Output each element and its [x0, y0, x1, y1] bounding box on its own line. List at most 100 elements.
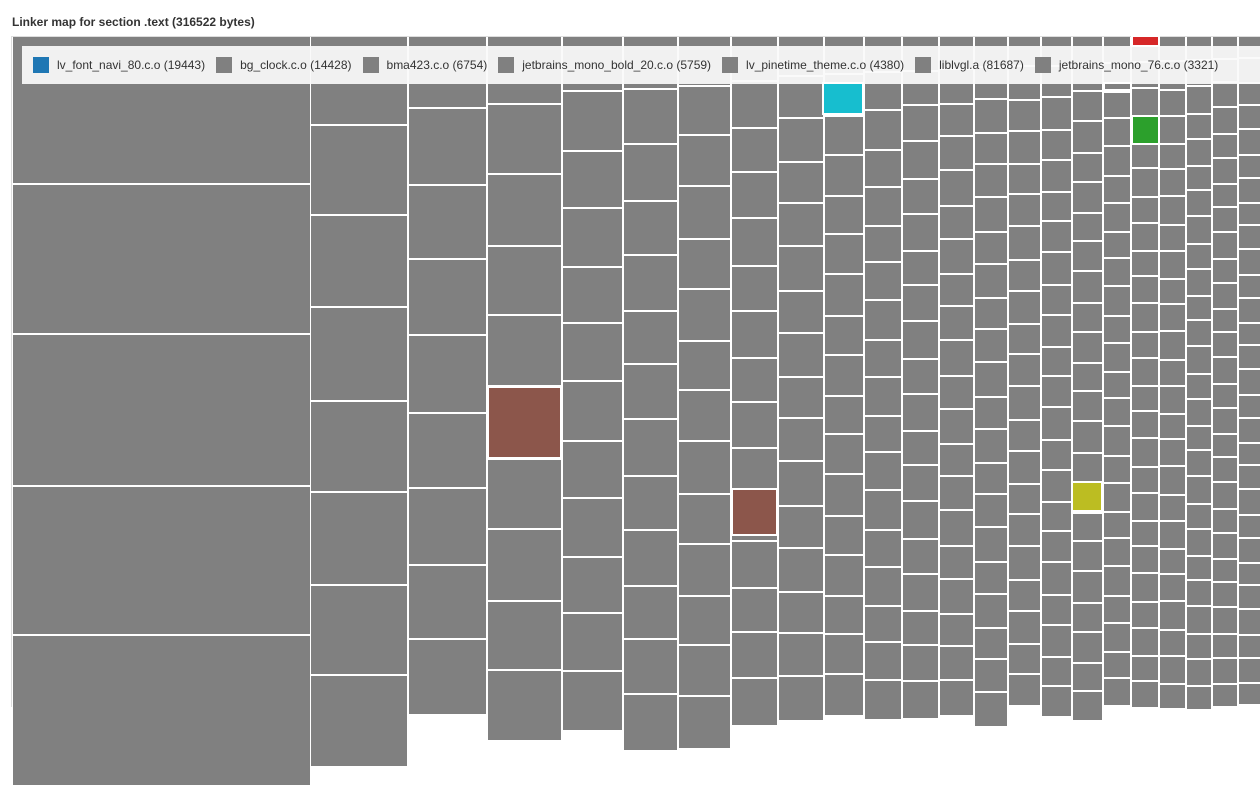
treemap-cell[interactable]: [1042, 222, 1071, 251]
treemap-cell[interactable]: [1009, 612, 1040, 643]
treemap-cell[interactable]: [825, 675, 863, 715]
treemap-cell[interactable]: [1042, 98, 1071, 129]
treemap-cell[interactable]: [865, 453, 901, 489]
treemap-cell[interactable]: [1073, 633, 1102, 662]
treemap-cell[interactable]: [903, 395, 938, 430]
treemap-cell-highlighted[interactable]: [487, 386, 562, 459]
treemap-cell[interactable]: [1104, 597, 1130, 622]
treemap-cell[interactable]: [779, 247, 823, 290]
treemap-cell[interactable]: [940, 511, 973, 545]
treemap-cell[interactable]: [1187, 400, 1211, 425]
treemap-cell[interactable]: [1187, 375, 1211, 398]
treemap-cell[interactable]: [940, 105, 973, 135]
treemap-cell[interactable]: [1239, 586, 1260, 608]
treemap-cell[interactable]: [903, 360, 938, 393]
treemap[interactable]: [11, 35, 1260, 785]
treemap-cell[interactable]: [825, 356, 863, 395]
treemap-cell[interactable]: [1042, 316, 1071, 346]
treemap-cell[interactable]: [679, 442, 730, 493]
treemap-cell[interactable]: [1132, 657, 1158, 680]
treemap-cell[interactable]: [409, 640, 486, 714]
treemap-cell[interactable]: [488, 105, 561, 173]
treemap-cell[interactable]: [865, 188, 901, 225]
treemap-cell[interactable]: [1073, 154, 1102, 181]
treemap-cell[interactable]: [1132, 198, 1158, 222]
treemap-cell[interactable]: [1104, 287, 1130, 315]
treemap-cell[interactable]: [825, 235, 863, 273]
treemap-cell[interactable]: [1104, 317, 1130, 342]
treemap-cell[interactable]: [1160, 602, 1185, 629]
treemap-cell[interactable]: [1132, 277, 1158, 302]
treemap-cell[interactable]: [1073, 604, 1102, 631]
treemap-cell[interactable]: [1009, 325, 1040, 353]
treemap-cell[interactable]: [825, 556, 863, 595]
treemap-cell[interactable]: [1042, 658, 1071, 685]
treemap-cell[interactable]: [779, 677, 823, 720]
treemap-cell[interactable]: [975, 464, 1007, 493]
treemap-cell[interactable]: [1009, 387, 1040, 419]
treemap-cell[interactable]: [975, 165, 1007, 196]
treemap-cell[interactable]: [1009, 547, 1040, 579]
treemap-cell[interactable]: [563, 614, 622, 670]
treemap-cell[interactable]: [1213, 409, 1237, 433]
treemap-cell[interactable]: [1042, 161, 1071, 191]
treemap-cell[interactable]: [903, 646, 938, 680]
treemap-cell[interactable]: [1009, 645, 1040, 673]
treemap-cell[interactable]: [940, 275, 973, 305]
treemap-cell[interactable]: [409, 260, 486, 334]
treemap-cell[interactable]: [1239, 84, 1260, 104]
treemap-cell[interactable]: [975, 629, 1007, 658]
treemap-cell[interactable]: [975, 198, 1007, 231]
treemap-cell[interactable]: [903, 432, 938, 464]
treemap-cell[interactable]: [1073, 242, 1102, 270]
treemap-cell[interactable]: [1213, 685, 1237, 706]
treemap-cell[interactable]: [1073, 514, 1102, 540]
treemap-cell[interactable]: [409, 566, 486, 638]
treemap-cell[interactable]: [732, 312, 777, 357]
treemap-cell[interactable]: [1239, 179, 1260, 202]
treemap-cell[interactable]: [779, 419, 823, 460]
treemap-cell[interactable]: [1160, 170, 1185, 195]
treemap-cell[interactable]: [1160, 145, 1185, 168]
treemap-cell[interactable]: [732, 219, 777, 265]
treemap-cell[interactable]: [1042, 441, 1071, 469]
treemap-cell[interactable]: [1160, 685, 1185, 708]
treemap-cell[interactable]: [1239, 539, 1260, 562]
treemap-cell[interactable]: [624, 365, 677, 418]
treemap-cell[interactable]: [903, 252, 938, 284]
treemap-cell[interactable]: [488, 460, 561, 528]
treemap-cell[interactable]: [1132, 574, 1158, 601]
treemap-cell[interactable]: [1239, 156, 1260, 177]
treemap-cell[interactable]: [1239, 516, 1260, 537]
treemap-cell[interactable]: [1239, 466, 1260, 488]
treemap-cell[interactable]: [1009, 261, 1040, 290]
treemap-cell[interactable]: [1132, 169, 1158, 196]
treemap-cell[interactable]: [975, 595, 1007, 627]
treemap-cell[interactable]: [1160, 305, 1185, 330]
treemap-cell[interactable]: [1104, 204, 1130, 231]
treemap-cell[interactable]: [1104, 567, 1130, 595]
treemap-cell[interactable]: [779, 549, 823, 591]
treemap-cell[interactable]: [488, 602, 561, 669]
treemap-cell[interactable]: [1073, 122, 1102, 152]
treemap-cell[interactable]: [1213, 510, 1237, 532]
treemap-cell[interactable]: [1104, 373, 1130, 397]
treemap-cell[interactable]: [903, 180, 938, 213]
treemap-cell[interactable]: [865, 491, 901, 529]
treemap-cell[interactable]: [1009, 421, 1040, 450]
treemap-cell[interactable]: [1132, 468, 1158, 492]
treemap-cell[interactable]: [488, 247, 561, 314]
treemap-cell[interactable]: [1132, 412, 1158, 437]
treemap-cell[interactable]: [1239, 636, 1260, 657]
treemap-cell[interactable]: [679, 87, 730, 134]
treemap-cell[interactable]: [779, 204, 823, 245]
treemap-cell[interactable]: [563, 558, 622, 612]
treemap-cell[interactable]: [1213, 659, 1237, 683]
treemap-cell[interactable]: [1104, 233, 1130, 257]
treemap-cell[interactable]: [903, 540, 938, 573]
treemap-cell[interactable]: [865, 111, 901, 149]
treemap-cell[interactable]: [13, 487, 310, 634]
treemap-cell[interactable]: [975, 528, 1007, 561]
treemap-cell[interactable]: [1239, 610, 1260, 634]
treemap-cell[interactable]: [940, 307, 973, 339]
